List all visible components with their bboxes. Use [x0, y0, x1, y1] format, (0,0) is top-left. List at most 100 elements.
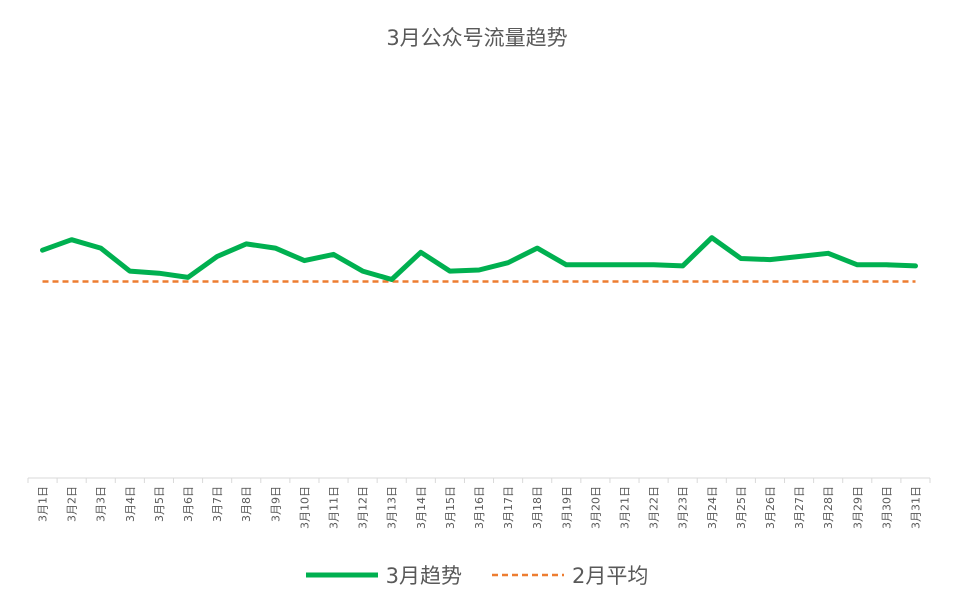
- data-point-march-trend[interactable]: [622, 262, 627, 267]
- data-point-march-trend[interactable]: [40, 248, 45, 253]
- data-point-feb-average[interactable]: [331, 279, 336, 284]
- legend-item-march-trend[interactable]: 3月趋势: [305, 560, 462, 590]
- data-point-feb-average[interactable]: [768, 279, 773, 284]
- data-point-march-trend[interactable]: [447, 269, 452, 274]
- data-point-march-trend[interactable]: [215, 254, 220, 259]
- data-point-march-trend[interactable]: [651, 262, 656, 267]
- data-point-feb-average[interactable]: [622, 279, 627, 284]
- data-point-march-trend[interactable]: [593, 262, 598, 267]
- data-point-march-trend[interactable]: [418, 250, 423, 255]
- data-point-march-trend[interactable]: [564, 262, 569, 267]
- x-tick-label: 3月5日: [153, 486, 166, 522]
- x-tick-label: 3月9日: [269, 486, 282, 522]
- data-point-march-trend[interactable]: [826, 251, 831, 256]
- x-tick-label: 3月10日: [298, 486, 311, 529]
- data-point-feb-average[interactable]: [535, 279, 540, 284]
- data-point-feb-average[interactable]: [127, 279, 132, 284]
- data-point-march-trend[interactable]: [273, 246, 278, 251]
- data-point-feb-average[interactable]: [855, 279, 860, 284]
- data-point-march-trend[interactable]: [680, 263, 685, 268]
- data-point-feb-average[interactable]: [69, 279, 74, 284]
- x-tick-label: 3月23日: [677, 486, 690, 529]
- data-point-feb-average[interactable]: [709, 279, 714, 284]
- data-point-march-trend[interactable]: [389, 277, 394, 282]
- x-tick-label: 3月14日: [415, 486, 428, 529]
- data-point-march-trend[interactable]: [506, 260, 511, 265]
- x-tick-label: 3月11日: [328, 486, 341, 529]
- data-point-march-trend[interactable]: [127, 269, 132, 274]
- x-axis-tick-labels: 3月1日 3月2日 3月3日 3月4日 3月5日 3月6日 3月7日 3月8日 3月9日 3月10…: [37, 486, 923, 529]
- series-lines: [40, 235, 918, 284]
- data-point-march-trend[interactable]: [186, 275, 191, 280]
- x-tick-label: 3月1日: [37, 486, 50, 522]
- data-point-march-trend[interactable]: [913, 263, 918, 268]
- data-point-feb-average[interactable]: [447, 279, 452, 284]
- x-axis-ticks: [27, 478, 931, 483]
- x-tick-label: 3月13日: [386, 486, 399, 529]
- legend-item-feb-average[interactable]: 2月平均: [492, 560, 648, 590]
- data-point-feb-average[interactable]: [651, 279, 656, 284]
- data-point-feb-average[interactable]: [797, 279, 802, 284]
- x-tick-label: 3月3日: [95, 486, 108, 522]
- data-point-feb-average[interactable]: [593, 279, 598, 284]
- x-tick-label: 3月17日: [502, 486, 515, 529]
- data-point-feb-average[interactable]: [884, 279, 889, 284]
- data-point-feb-average[interactable]: [477, 279, 482, 284]
- x-tick-label: 3月4日: [124, 486, 137, 522]
- data-point-feb-average[interactable]: [244, 279, 249, 284]
- legend-swatch-solid: [305, 572, 378, 578]
- data-point-march-trend[interactable]: [244, 241, 249, 246]
- data-point-march-trend[interactable]: [331, 252, 336, 257]
- data-point-feb-average[interactable]: [913, 279, 918, 284]
- x-tick-label: 3月31日: [909, 486, 922, 529]
- data-point-feb-average[interactable]: [826, 279, 831, 284]
- x-tick-label: 3月12日: [357, 486, 370, 529]
- data-point-feb-average[interactable]: [506, 279, 511, 284]
- series-line-march-trend: [40, 235, 918, 282]
- x-tick-label: 3月25日: [735, 486, 748, 529]
- x-tick-label: 3月2日: [66, 486, 79, 522]
- legend-swatch-dashed: [492, 573, 564, 577]
- data-point-march-trend[interactable]: [360, 269, 365, 274]
- data-point-march-trend[interactable]: [98, 246, 103, 251]
- data-point-feb-average[interactable]: [40, 279, 45, 284]
- data-point-march-trend[interactable]: [797, 254, 802, 259]
- data-point-feb-average[interactable]: [418, 279, 423, 284]
- data-point-march-trend[interactable]: [535, 246, 540, 251]
- data-point-march-trend[interactable]: [302, 258, 307, 263]
- data-point-feb-average[interactable]: [156, 279, 161, 284]
- x-tick-label: 3月18日: [531, 486, 544, 529]
- data-point-feb-average[interactable]: [98, 279, 103, 284]
- data-point-march-trend[interactable]: [477, 268, 482, 273]
- legend: 3月趋势 2月平均: [0, 560, 954, 590]
- data-point-feb-average[interactable]: [215, 279, 220, 284]
- x-tick-label: 3月29日: [851, 486, 864, 529]
- x-tick-label: 3月8日: [240, 486, 253, 522]
- data-point-feb-average[interactable]: [564, 279, 569, 284]
- legend-label: 2月平均: [572, 564, 649, 588]
- data-point-feb-average[interactable]: [680, 279, 685, 284]
- data-point-feb-average[interactable]: [738, 279, 743, 284]
- x-tick-label: 3月27日: [793, 486, 806, 529]
- x-tick-label: 3月21日: [618, 486, 631, 529]
- legend-label: 3月趋势: [385, 564, 462, 588]
- data-point-feb-average[interactable]: [360, 279, 365, 284]
- data-point-march-trend[interactable]: [69, 237, 74, 242]
- x-tick-label: 3月20日: [589, 486, 602, 529]
- x-tick-label: 3月15日: [444, 486, 457, 529]
- data-point-feb-average[interactable]: [302, 279, 307, 284]
- x-tick-label: 3月26日: [764, 486, 777, 529]
- x-tick-label: 3月28日: [822, 486, 835, 529]
- x-tick-label: 3月30日: [880, 486, 893, 529]
- data-point-march-trend[interactable]: [855, 262, 860, 267]
- data-point-march-trend[interactable]: [884, 262, 889, 267]
- data-point-march-trend[interactable]: [738, 256, 743, 261]
- x-tick-label: 3月6日: [182, 486, 195, 522]
- data-point-march-trend[interactable]: [156, 271, 161, 276]
- data-point-march-trend[interactable]: [709, 235, 714, 240]
- data-point-feb-average[interactable]: [273, 279, 278, 284]
- x-tick-label: 3月19日: [560, 486, 573, 529]
- data-point-march-trend[interactable]: [768, 257, 773, 262]
